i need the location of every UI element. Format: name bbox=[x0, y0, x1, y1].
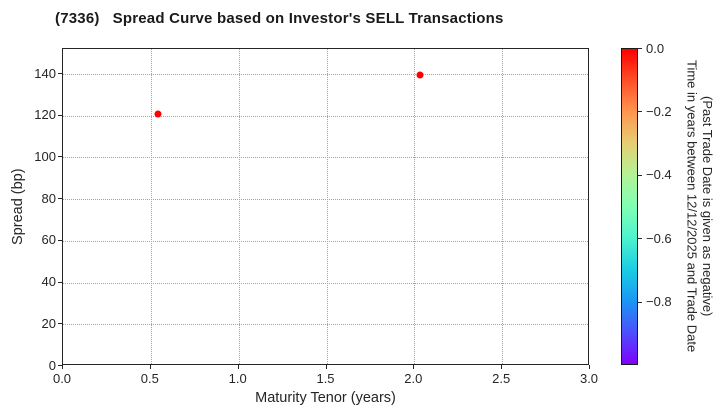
colorbar-tick-mark bbox=[637, 238, 642, 240]
colorbar-tick-mark bbox=[637, 111, 642, 113]
y-tick-label: 120 bbox=[34, 107, 56, 123]
y-axis-label: Spread (bp) bbox=[10, 168, 26, 245]
x-gridline bbox=[326, 49, 328, 364]
y-tick-label: 100 bbox=[34, 148, 56, 164]
y-tick-mark bbox=[58, 281, 62, 283]
y-gridline bbox=[63, 115, 588, 117]
x-tick-label: 3.0 bbox=[579, 371, 599, 386]
colorbar-tick-mark bbox=[637, 301, 642, 303]
y-tick-label: 80 bbox=[41, 190, 56, 206]
y-gridline bbox=[63, 324, 588, 326]
plot-area bbox=[62, 48, 589, 365]
x-tick-mark bbox=[237, 365, 239, 369]
x-tick-label: 1.5 bbox=[316, 371, 335, 386]
x-tick-label: 0.5 bbox=[140, 371, 159, 386]
colorbar-tick-label: −0.6 bbox=[646, 230, 672, 246]
y-gridline bbox=[63, 157, 588, 159]
y-tick-mark bbox=[58, 73, 62, 75]
y-tick-mark bbox=[58, 114, 62, 116]
x-tick-mark bbox=[501, 365, 503, 369]
x-tick-mark bbox=[325, 365, 327, 369]
y-tick-label: 60 bbox=[41, 232, 56, 248]
colorbar-tick-label: −0.8 bbox=[646, 294, 672, 310]
colorbar-tick-mark bbox=[637, 48, 642, 49]
x-tick-mark bbox=[589, 365, 590, 369]
y-gridline bbox=[63, 282, 588, 284]
y-tick-mark bbox=[58, 323, 62, 325]
y-gridline bbox=[63, 199, 588, 201]
x-gridline bbox=[238, 49, 240, 364]
y-tick-label: 0 bbox=[48, 357, 56, 373]
y-tick-label: 20 bbox=[41, 315, 56, 331]
x-gridline bbox=[502, 49, 504, 364]
chart-title: (7336) Spread Curve based on Investor's … bbox=[55, 10, 504, 27]
x-tick-label: 2.5 bbox=[492, 371, 511, 386]
x-tick-label: 2.0 bbox=[404, 371, 423, 386]
x-tick-mark bbox=[62, 365, 63, 369]
y-tick-mark bbox=[58, 239, 62, 241]
colorbar-tick-mark bbox=[637, 174, 642, 176]
y-tick-mark bbox=[58, 156, 62, 158]
colorbar-gradient bbox=[621, 48, 638, 365]
colorbar-label-line1: Time in years between 12/12/2025 and Tra… bbox=[684, 60, 700, 353]
x-tick-label: 1.0 bbox=[228, 371, 247, 386]
y-tick-label: 40 bbox=[41, 274, 56, 290]
x-tick-mark bbox=[413, 365, 415, 369]
colorbar-tick-label: −0.2 bbox=[646, 103, 672, 119]
y-gridline bbox=[63, 74, 588, 76]
y-tick-label: 140 bbox=[34, 65, 56, 81]
y-tick-mark bbox=[58, 198, 62, 200]
colorbar-label-line2: (Past Trade Date is given as negative) bbox=[700, 96, 715, 317]
x-axis-label: Maturity Tenor (years) bbox=[255, 390, 396, 406]
x-tick-label: 0.0 bbox=[52, 371, 72, 386]
y-tick-mark bbox=[58, 365, 62, 366]
x-tick-mark bbox=[149, 365, 151, 369]
colorbar-label: Time in years between 12/12/2025 and Tra… bbox=[684, 48, 716, 365]
x-gridline bbox=[150, 49, 152, 364]
colorbar-tick-label: −0.4 bbox=[646, 167, 672, 183]
scatter-point bbox=[154, 110, 162, 118]
y-gridline bbox=[63, 240, 588, 242]
x-gridline bbox=[414, 49, 416, 364]
scatter-point bbox=[416, 71, 424, 79]
colorbar-tick-label: 0.0 bbox=[646, 40, 665, 56]
